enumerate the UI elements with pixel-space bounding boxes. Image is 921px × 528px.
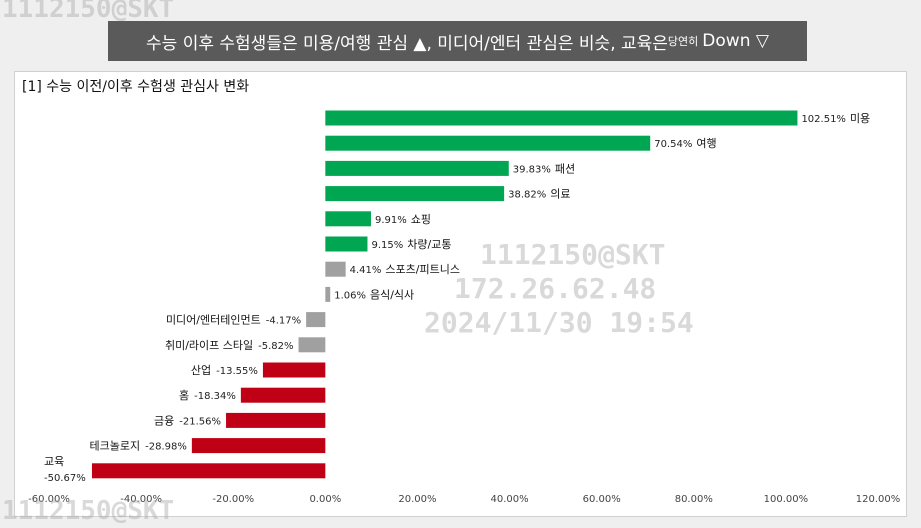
value-label-14: -50.67% <box>44 473 86 484</box>
value-label-11: -18.34% <box>194 391 236 402</box>
x-tick-label-3: 0.00% <box>309 494 341 505</box>
category-label-9: 취미/라이프 스타일 <box>165 338 253 352</box>
headline-small: 당연히 <box>667 35 699 48</box>
bar-12 <box>226 412 326 428</box>
bar-13 <box>191 438 326 454</box>
category-label-7: 음식/식사 <box>370 288 414 301</box>
x-tick-label-0: -60.00% <box>28 494 70 505</box>
bar-6 <box>325 261 346 277</box>
value-label-7: 1.06% <box>334 290 366 301</box>
category-label-14: 교육 <box>44 455 64 468</box>
value-label-3: 38.82% <box>508 190 546 201</box>
bar-14 <box>91 463 326 479</box>
category-label-8: 미디어/엔터테인먼트 <box>166 314 261 327</box>
value-label-1: 70.54% <box>654 139 692 150</box>
category-label-4: 쇼핑 <box>411 213 431 226</box>
bar-10 <box>262 362 326 378</box>
chart-title: [1] 수능 이전/이후 수험생 관심사 변화 <box>22 79 250 95</box>
category-label-10: 산업 <box>191 364 211 377</box>
value-label-6: 4.41% <box>350 265 382 276</box>
x-tick-label-5: 40.00% <box>490 494 528 505</box>
value-label-12: -21.56% <box>179 416 221 427</box>
value-label-2: 39.83% <box>513 164 551 175</box>
bar-11 <box>240 387 326 403</box>
category-label-0: 미용 <box>850 112 870 125</box>
bar-7 <box>325 286 331 302</box>
category-label-12: 금융 <box>154 414 174 427</box>
x-tick-label-6: 60.00% <box>583 494 621 505</box>
x-tick-label-4: 20.00% <box>398 494 436 505</box>
category-label-6: 스포츠/피트니스 <box>385 263 460 276</box>
bar-5 <box>325 236 368 252</box>
headline-tail: Down ▽ <box>702 31 769 51</box>
bar-9 <box>298 337 326 353</box>
value-label-5: 9.15% <box>371 240 403 251</box>
category-label-3: 의료 <box>550 188 570 201</box>
headline-banner: 수능 이후 수험생들은 미용/여행 관심 ▲, 미디어/엔터 관심은 비슷, 교… <box>108 21 807 61</box>
category-label-2: 패션 <box>555 162 575 175</box>
x-tick-label-8: 100.00% <box>764 494 809 505</box>
x-tick-label-9: 120.00% <box>856 494 901 505</box>
value-label-9: -5.82% <box>258 341 293 352</box>
category-label-11: 홈 <box>179 388 189 402</box>
category-label-1: 여행 <box>696 137 716 150</box>
x-tick-label-2: -20.00% <box>212 494 254 505</box>
category-label-13: 테크놀로지 <box>90 440 141 453</box>
bar-2 <box>325 160 509 176</box>
value-label-4: 9.91% <box>375 215 407 226</box>
bar-8 <box>306 312 326 328</box>
bar-1 <box>325 135 651 151</box>
bar-0 <box>325 110 798 126</box>
value-label-10: -13.55% <box>216 366 258 377</box>
x-tick-label-1: -40.00% <box>120 494 162 505</box>
x-tick-label-7: 80.00% <box>675 494 713 505</box>
bar-4 <box>325 211 371 227</box>
value-label-13: -28.98% <box>145 442 187 453</box>
value-label-8: -4.17% <box>266 316 301 327</box>
bar-3 <box>325 186 505 202</box>
value-label-0: 102.51% <box>801 114 846 125</box>
category-label-5: 차량/교통 <box>407 238 451 251</box>
headline-main: 수능 이후 수험생들은 미용/여행 관심 ▲, 미디어/엔터 관심은 비슷, 교… <box>146 33 668 54</box>
